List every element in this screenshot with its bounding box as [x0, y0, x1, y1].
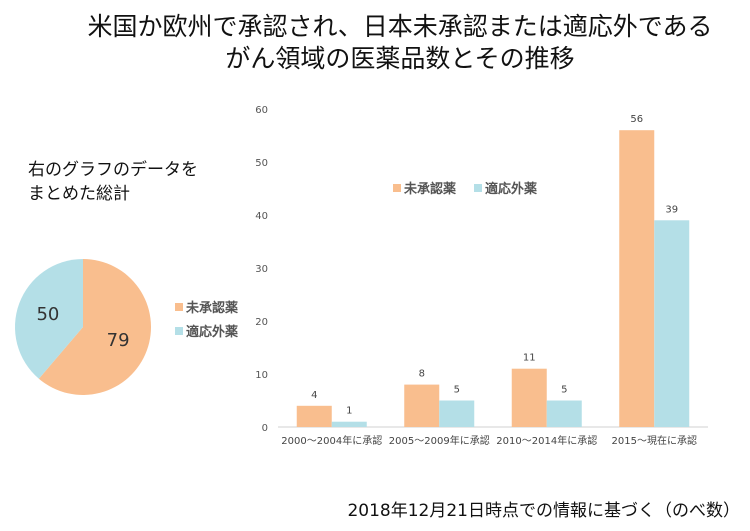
- x-category-label: 2010～2014年に承認: [496, 434, 597, 447]
- bar-offlabel-4: [654, 220, 690, 427]
- pie-value-label-2: 50: [36, 304, 59, 325]
- bar-legend-label-2: 適応外薬: [485, 181, 538, 197]
- bar-offlabel-2: [439, 400, 475, 427]
- bar-value-label: 4: [311, 390, 317, 401]
- pie-legend-label-2: 適応外薬: [186, 324, 239, 340]
- bar-chart: 0 10 20 30 40 50 60 4 1 2000～2004年に承認 8 5 2005～2009年…: [255, 105, 708, 447]
- pie-caption-line-2: まとめた総計: [28, 184, 130, 204]
- bar-offlabel-3: [546, 400, 582, 427]
- bar-value-label: 8: [419, 369, 425, 380]
- bar-legend-label-1: 未承認薬: [403, 181, 457, 197]
- bar-legend-swatch-1: [393, 184, 401, 192]
- pie-chart: 79 50: [15, 259, 152, 395]
- bar-unapproved-4: [619, 130, 655, 427]
- pie-legend-label-1: 未承認薬: [185, 300, 239, 316]
- footnote: 2018年12月21日時点での情報に基づく（のべ数）: [347, 501, 740, 521]
- bar-unapproved-1: [296, 405, 332, 427]
- pie-legend-swatch-2: [175, 327, 183, 335]
- y-tick-label: 10: [255, 370, 268, 381]
- y-tick-label: 30: [255, 264, 268, 275]
- y-tick-label: 40: [255, 211, 268, 222]
- pie-slice-1: [38, 259, 152, 395]
- y-tick-label: 0: [262, 423, 268, 434]
- pie-value-label-1: 79: [107, 330, 130, 351]
- x-category-label: 2005～2009年に承認: [389, 434, 490, 447]
- bar-value-label: 5: [561, 385, 567, 396]
- y-tick-label: 20: [255, 317, 268, 328]
- title-line-2: がん領域の医薬品数とその推移: [225, 44, 575, 73]
- bar-value-label: 56: [630, 114, 643, 125]
- bar-unapproved-2: [404, 384, 440, 427]
- pie-slice-2: [15, 259, 84, 379]
- pie-caption: 右のグラフのデータを まとめた総計: [28, 158, 198, 206]
- bar-value-label: 11: [523, 353, 536, 364]
- title-line-1: 米国か欧州で承認され、日本未承認または適応外である: [87, 12, 713, 41]
- y-tick-label: 60: [255, 105, 268, 116]
- bar-value-label: 39: [665, 204, 678, 215]
- y-tick-label: 50: [255, 158, 268, 169]
- pie-caption-line-1: 右のグラフのデータを: [28, 160, 198, 180]
- bar-value-label: 5: [454, 385, 460, 396]
- bar-unapproved-3: [511, 368, 547, 427]
- x-category-label: 2000～2004年に承認: [281, 434, 382, 447]
- bar-offlabel-1: [331, 421, 367, 427]
- bar-value-label: 1: [346, 406, 352, 417]
- x-category-label: 2015～現在に承認: [612, 434, 697, 447]
- pie-legend-swatch-1: [175, 303, 183, 311]
- bar-legend-swatch-2: [474, 184, 482, 192]
